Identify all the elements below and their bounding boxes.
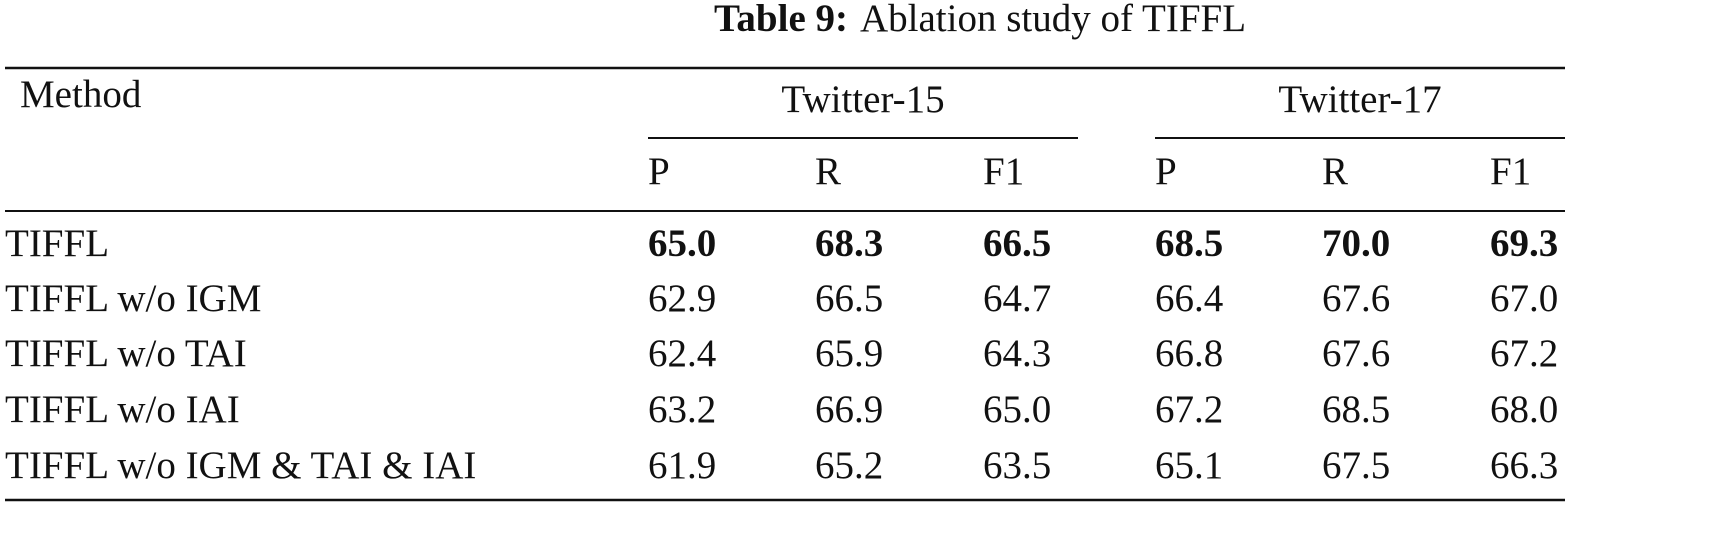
column-header: F1 xyxy=(1490,150,1531,193)
column-header: P xyxy=(648,150,670,193)
caption-text: Ablation study of TIFFL xyxy=(860,0,1246,40)
cell-value: 65.0 xyxy=(648,222,716,265)
cell-value: 67.0 xyxy=(1490,277,1558,320)
cell-value: 66.9 xyxy=(815,388,883,431)
cell-value: 68.5 xyxy=(1322,388,1390,431)
cell-value: 67.6 xyxy=(1322,277,1390,320)
row-method: TIFFL w/o IGM xyxy=(5,277,261,320)
group-header: Twitter-15 xyxy=(781,78,944,121)
cell-value: 65.2 xyxy=(815,444,883,487)
cell-value: 68.5 xyxy=(1155,222,1223,265)
row-method: TIFFL w/o TAI xyxy=(5,332,247,375)
group-header: Twitter-17 xyxy=(1278,78,1441,121)
row-method: TIFFL w/o IAI xyxy=(5,388,240,431)
cell-value: 62.4 xyxy=(648,332,716,375)
cell-value: 65.1 xyxy=(1155,444,1223,487)
cell-value: 67.2 xyxy=(1155,388,1223,431)
cell-value: 64.7 xyxy=(983,277,1051,320)
cell-value: 65.0 xyxy=(983,388,1051,431)
cell-value: 68.0 xyxy=(1490,388,1558,431)
cell-value: 69.3 xyxy=(1490,222,1558,265)
cell-value: 70.0 xyxy=(1322,222,1390,265)
cell-value: 66.5 xyxy=(815,277,883,320)
cell-value: 66.4 xyxy=(1155,277,1223,320)
cell-value: 68.3 xyxy=(815,222,883,265)
cell-value: 66.3 xyxy=(1490,444,1558,487)
cell-value: 67.2 xyxy=(1490,332,1558,375)
cell-value: 62.9 xyxy=(648,277,716,320)
column-header: F1 xyxy=(983,150,1024,193)
cell-value: 67.6 xyxy=(1322,332,1390,375)
method-header: Method xyxy=(20,73,142,116)
cell-value: 63.2 xyxy=(648,388,716,431)
cell-value: 66.5 xyxy=(983,222,1051,265)
column-header: R xyxy=(815,150,841,193)
cell-value: 66.8 xyxy=(1155,332,1223,375)
caption-label: Table 9: xyxy=(714,0,848,40)
column-header: P xyxy=(1155,150,1177,193)
cell-value: 64.3 xyxy=(983,332,1051,375)
cell-value: 67.5 xyxy=(1322,444,1390,487)
row-method: TIFFL w/o IGM & TAI & IAI xyxy=(5,444,476,487)
cell-value: 63.5 xyxy=(983,444,1051,487)
cell-value: 65.9 xyxy=(815,332,883,375)
column-header: R xyxy=(1322,150,1348,193)
cell-value: 61.9 xyxy=(648,444,716,487)
row-method: TIFFL xyxy=(5,222,109,265)
